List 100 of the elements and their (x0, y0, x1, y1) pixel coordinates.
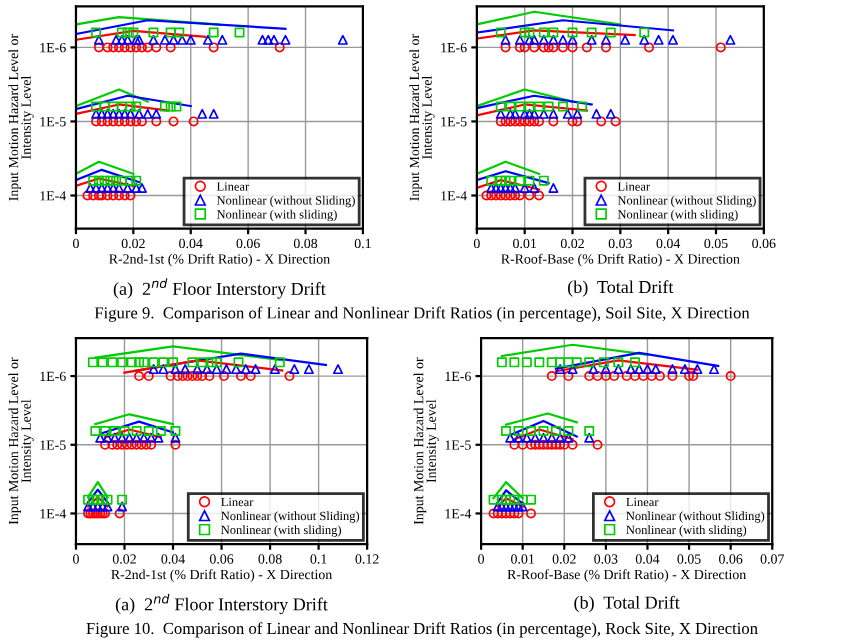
point (109, 432, 120, 443)
point (562, 108, 573, 119)
point (257, 34, 268, 45)
point (557, 34, 568, 45)
point (600, 34, 611, 45)
point (289, 364, 300, 375)
point (538, 34, 549, 45)
point (303, 364, 314, 375)
point (509, 501, 520, 512)
text: (b) Total Drift (574, 595, 680, 613)
point (548, 108, 559, 119)
point (201, 364, 212, 375)
point (500, 34, 511, 45)
text: (a) 2$^{nd}$ Floor Interstory Drift (115, 593, 328, 615)
point (642, 364, 653, 375)
point (146, 432, 157, 443)
point (530, 432, 541, 443)
point (605, 108, 616, 119)
point (185, 34, 196, 45)
point (211, 364, 222, 375)
point (131, 432, 142, 443)
point (116, 34, 127, 45)
point (114, 182, 125, 193)
point (263, 34, 274, 45)
point (85, 182, 96, 193)
point (177, 34, 188, 45)
point (505, 432, 516, 443)
point (114, 108, 125, 119)
point (91, 182, 102, 193)
point (119, 108, 130, 119)
point (519, 182, 530, 193)
point (122, 34, 133, 45)
point (524, 108, 535, 119)
point (524, 34, 535, 45)
point (337, 34, 348, 45)
point (634, 364, 645, 375)
point (122, 182, 133, 193)
point (197, 108, 208, 119)
point (500, 182, 511, 193)
point (108, 182, 119, 193)
point (231, 364, 242, 375)
point (725, 34, 736, 45)
point (250, 364, 261, 375)
point (505, 108, 516, 119)
point (151, 108, 162, 119)
point (529, 34, 540, 45)
point (268, 34, 279, 45)
point (153, 432, 164, 443)
point (148, 364, 159, 375)
point (92, 501, 103, 512)
point (563, 432, 574, 443)
point (620, 34, 631, 45)
point (501, 501, 512, 512)
point (517, 501, 528, 512)
point (87, 501, 98, 512)
point (546, 432, 557, 443)
point (142, 108, 153, 119)
point (548, 182, 559, 193)
point (600, 364, 611, 375)
point (125, 108, 136, 119)
point (613, 364, 624, 375)
point (492, 501, 503, 512)
point (625, 364, 636, 375)
point (679, 364, 690, 375)
point (692, 364, 703, 375)
point (496, 501, 507, 512)
point (83, 501, 94, 512)
point (667, 364, 678, 375)
point (567, 364, 578, 375)
text: (a) 2$^{nd}$ Floor Interstory Drift (113, 278, 326, 299)
point (555, 432, 566, 443)
point (168, 34, 179, 45)
caption: Figure 9. Comparison of Linear and Nonlinear Drift Ratios (in percentage), Soil Site, X Direction (94, 306, 750, 322)
point (124, 432, 135, 443)
point (639, 34, 650, 45)
point (514, 34, 525, 45)
point (158, 364, 169, 375)
point (538, 432, 549, 443)
text: (b) Total Drift (568, 280, 674, 297)
point (136, 182, 147, 193)
point (529, 182, 540, 193)
point (521, 432, 532, 443)
point (134, 108, 145, 119)
point (117, 432, 128, 443)
point (555, 364, 566, 375)
point (93, 34, 104, 45)
point (591, 108, 602, 119)
point (333, 364, 344, 375)
point (117, 501, 128, 512)
point (102, 501, 113, 512)
point (572, 108, 583, 119)
point (96, 182, 107, 193)
point (96, 108, 107, 119)
point (529, 108, 540, 119)
point (650, 364, 661, 375)
point (221, 364, 232, 375)
point (519, 108, 530, 119)
point (495, 182, 506, 193)
point (102, 108, 113, 119)
point (586, 34, 597, 45)
